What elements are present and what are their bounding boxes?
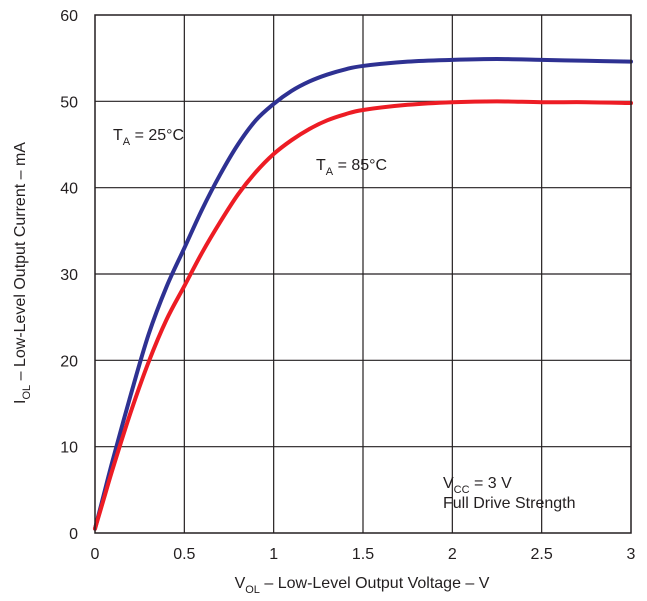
y-axis-title: IOL – Low-Level Output Current – mA xyxy=(12,142,33,404)
x-tick-label: 2.5 xyxy=(531,546,553,563)
y-tick-label: 0 xyxy=(69,526,78,543)
x-tick-label: 3 xyxy=(627,546,636,563)
x-tick-label: 1 xyxy=(269,546,278,563)
x-axis-title-main: V xyxy=(235,575,246,592)
x-tick-labels: 0 0.5 1 1.5 2 2.5 3 xyxy=(91,546,636,563)
y-tick-label: 50 xyxy=(60,94,78,111)
y-tick-label: 20 xyxy=(60,353,78,370)
x-tick-label: 2 xyxy=(448,546,457,563)
x-tick-label: 0.5 xyxy=(173,546,195,563)
y-tick-label: 60 xyxy=(60,8,78,25)
x-axis-title: VOL – Low-Level Output Voltage – V xyxy=(235,575,490,596)
series-line-t85 xyxy=(93,99,633,531)
y-axis-title-main: I xyxy=(12,400,29,404)
series-group xyxy=(93,57,633,531)
annotation-vcc: VCC = 3 V xyxy=(443,475,512,496)
annotation-t25-rest: = 25°C xyxy=(130,127,184,144)
annotation-t25-sub: A xyxy=(123,136,131,148)
annotation-t25-main: T xyxy=(113,127,123,144)
series-line-t25 xyxy=(93,57,633,531)
plot-frame xyxy=(94,14,632,534)
grid xyxy=(95,15,631,533)
annotation-vcc-sub: CC xyxy=(454,484,470,496)
annotation-drive: Full Drive Strength xyxy=(443,495,576,512)
x-tick-label: 0 xyxy=(91,546,100,563)
annotation-t85-sub: A xyxy=(326,166,334,178)
y-axis-title-sub: OL xyxy=(21,385,33,400)
x-axis-title-sub: OL xyxy=(245,584,260,596)
annotation-t25: TA = 25°C xyxy=(113,127,184,148)
y-tick-label: 40 xyxy=(60,181,78,198)
annotation-vcc-main: V xyxy=(443,475,454,492)
y-axis-title-rest: – Low-Level Output Current – mA xyxy=(12,142,29,385)
x-tick-label: 1.5 xyxy=(352,546,374,563)
y-tick-label: 30 xyxy=(60,267,78,284)
x-axis-title-rest: – Low-Level Output Voltage – V xyxy=(260,575,490,592)
y-tick-label: 10 xyxy=(60,440,78,457)
annotation-t85-main: T xyxy=(316,157,326,174)
annotation-t85: TA = 85°C xyxy=(316,157,387,178)
y-tick-labels: 0 10 20 30 40 50 60 xyxy=(60,8,78,543)
annotation-t85-rest: = 85°C xyxy=(333,157,387,174)
annotation-vcc-rest: = 3 V xyxy=(470,475,513,492)
